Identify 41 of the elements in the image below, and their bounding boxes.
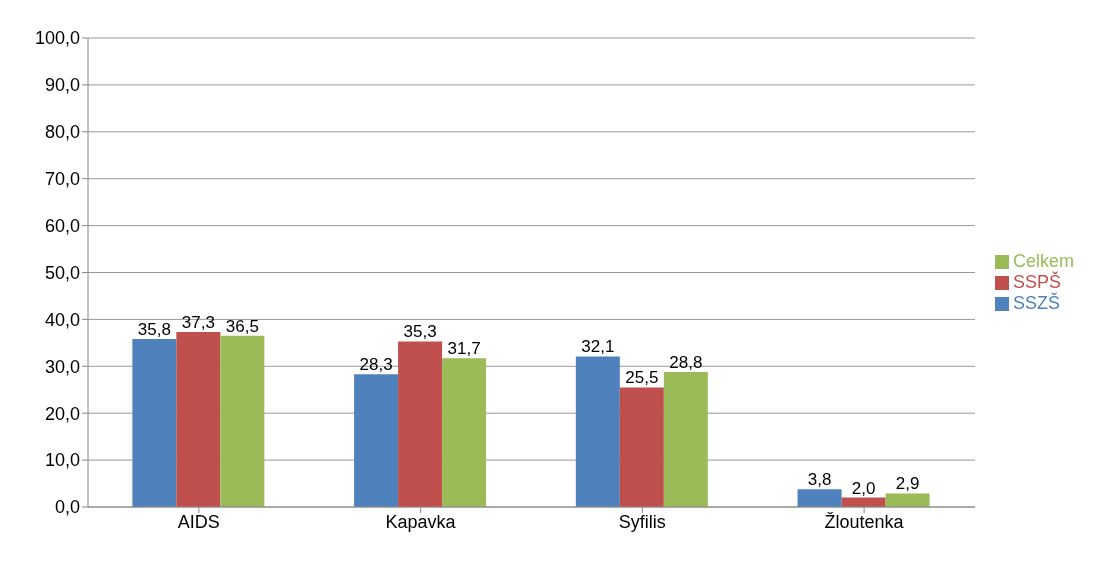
data-label: 3,8 bbox=[807, 470, 832, 490]
data-label: 37,3 bbox=[181, 313, 215, 333]
bar bbox=[398, 341, 443, 507]
bar bbox=[220, 335, 265, 507]
y-tick-label: 50,0 bbox=[44, 262, 80, 283]
bar bbox=[663, 371, 708, 507]
data-label: 2,0 bbox=[851, 478, 876, 498]
bar bbox=[176, 332, 221, 507]
y-tick-label: 30,0 bbox=[44, 356, 80, 377]
x-tick-label: Kapavka bbox=[385, 511, 457, 532]
data-label: 35,3 bbox=[403, 322, 437, 342]
data-label: 31,7 bbox=[447, 339, 481, 359]
x-tick-label: Syfilis bbox=[618, 511, 666, 532]
data-label: 36,5 bbox=[225, 316, 259, 336]
legend-label: SSZŠ bbox=[1012, 293, 1060, 313]
y-tick-label: 40,0 bbox=[44, 309, 80, 330]
data-label: 32,1 bbox=[581, 337, 615, 357]
y-tick-label: 0,0 bbox=[54, 497, 80, 518]
y-tick-label: 90,0 bbox=[44, 75, 80, 96]
bar bbox=[619, 387, 664, 507]
bar bbox=[132, 339, 177, 507]
y-tick-label: 10,0 bbox=[44, 450, 80, 471]
data-label: 28,8 bbox=[669, 352, 703, 372]
data-label: 2,9 bbox=[895, 474, 920, 494]
y-tick-label: 80,0 bbox=[44, 122, 80, 143]
y-tick-label: 20,0 bbox=[44, 403, 80, 424]
bar bbox=[575, 356, 620, 507]
x-tick-label: Žloutenka bbox=[824, 511, 905, 532]
bar bbox=[442, 358, 487, 507]
legend-label: SSPŠ bbox=[1012, 272, 1062, 292]
data-label: 25,5 bbox=[625, 368, 659, 388]
data-label: 35,8 bbox=[137, 320, 171, 340]
data-label: 28,3 bbox=[359, 355, 393, 375]
bar bbox=[797, 489, 842, 507]
legend-label: Celkem bbox=[1012, 251, 1074, 271]
y-tick-label: 70,0 bbox=[44, 169, 80, 190]
bar bbox=[885, 493, 930, 507]
y-tick-label: 100,0 bbox=[34, 28, 80, 49]
y-tick-label: 60,0 bbox=[44, 215, 80, 236]
bar bbox=[354, 374, 399, 507]
x-tick-label: AIDS bbox=[177, 511, 220, 532]
